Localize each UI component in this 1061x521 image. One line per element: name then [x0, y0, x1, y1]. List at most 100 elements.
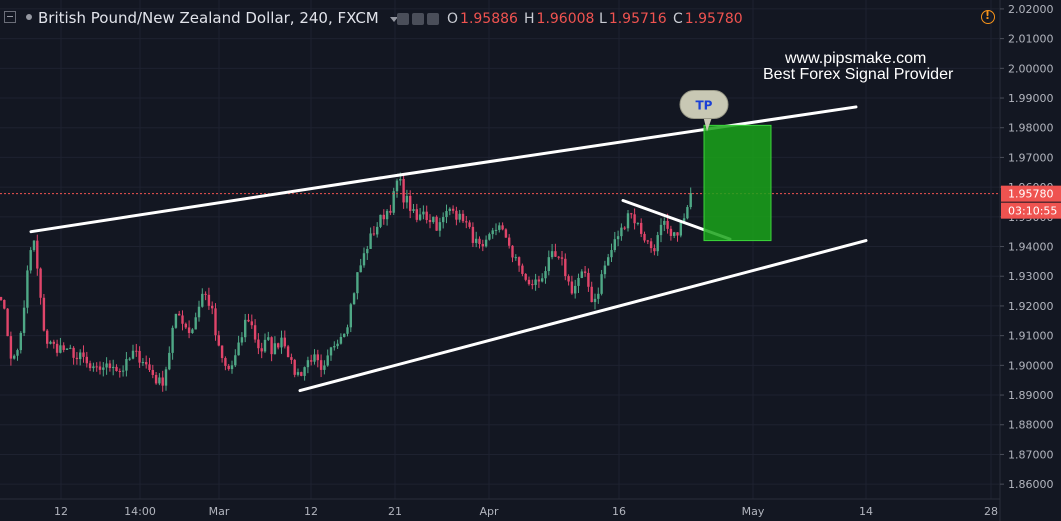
more-icon[interactable] — [427, 13, 439, 25]
candle-body — [392, 191, 395, 213]
eye-icon[interactable] — [397, 13, 409, 25]
candle-body — [273, 343, 277, 355]
candle-body — [448, 208, 451, 212]
candle-body — [52, 341, 55, 344]
candle-body — [673, 232, 676, 236]
candle-body — [372, 233, 376, 235]
trendline[interactable] — [29, 173, 400, 234]
candle-body — [201, 293, 204, 307]
candle-body — [42, 297, 46, 331]
candle-body — [19, 332, 22, 351]
candle-body — [65, 348, 69, 350]
x-tick-label: 14:00 — [124, 505, 156, 518]
candle-body — [214, 308, 217, 336]
candle-body — [148, 364, 151, 370]
candle-body — [399, 178, 402, 181]
candle-body — [247, 319, 250, 322]
candle-body — [26, 270, 29, 308]
y-tick-label: 1.89000 — [1008, 389, 1054, 402]
candle-body — [676, 232, 679, 236]
candle-body — [570, 281, 574, 294]
candle-body — [587, 272, 590, 287]
candle-body — [554, 251, 557, 257]
y-tick-label: 2.01000 — [1008, 33, 1054, 46]
candle-body — [557, 256, 560, 258]
candle-body — [537, 279, 541, 282]
candle-body — [161, 377, 164, 386]
time-axis[interactable]: 12 14:00 Mar 12 21 Apr 16 May 14 28 — [54, 505, 998, 518]
candle-body — [158, 377, 161, 384]
candle-body — [115, 366, 118, 372]
alert-icon[interactable] — [981, 9, 995, 24]
candle-body — [108, 363, 112, 369]
candle-body — [263, 339, 267, 352]
candle-body — [603, 265, 607, 275]
candle-body — [382, 214, 385, 220]
y-tick-label: 1.99000 — [1008, 92, 1054, 105]
candle-body — [501, 225, 504, 230]
ohlc-low: L 1.95716 — [599, 11, 667, 27]
price-axis[interactable]: 2.02000 2.01000 2.00000 1.99000 1.98000 1.970… — [1000, 3, 1054, 491]
status-dot-icon — [26, 14, 32, 20]
candle-body — [478, 238, 481, 245]
x-tick-label: 21 — [388, 505, 402, 518]
candle-body — [59, 345, 62, 353]
callout-bubble[interactable] — [679, 89, 729, 119]
candle-body — [306, 360, 310, 368]
drawings[interactable]: TP — [29, 89, 868, 393]
x-tick-label: 12 — [54, 505, 68, 518]
candle-body — [432, 216, 435, 223]
gear-icon[interactable] — [412, 13, 424, 25]
collapse-icon[interactable] — [4, 11, 16, 23]
candle-body — [435, 216, 438, 231]
candle-body — [69, 347, 72, 349]
x-tick-label: May — [742, 505, 765, 518]
candle-body — [260, 348, 263, 352]
candle-body — [517, 257, 521, 266]
take-profit-box[interactable] — [703, 124, 772, 242]
candle-body — [13, 355, 16, 359]
candle-body — [270, 337, 273, 355]
candle-body — [135, 350, 138, 352]
trendline[interactable] — [396, 105, 858, 177]
candle-body — [237, 342, 240, 356]
candle-body — [82, 352, 85, 357]
candle-body — [550, 251, 554, 258]
candle-body — [504, 229, 508, 238]
trendline[interactable] — [298, 239, 868, 393]
candle-body — [95, 366, 98, 368]
candle-body — [682, 218, 686, 223]
candle-body — [544, 271, 547, 279]
candle-body — [333, 346, 336, 348]
candle-body — [583, 271, 587, 273]
candle-body — [494, 229, 498, 231]
callout-label: TP — [696, 98, 713, 112]
y-tick-label: 1.92000 — [1008, 300, 1054, 313]
candle-body — [22, 307, 26, 333]
last-price-tag: 1.95780 03:10:55 — [1001, 185, 1061, 219]
candle-body — [663, 220, 666, 225]
candle-body — [194, 317, 197, 330]
candle-body — [178, 313, 181, 316]
candle-body — [616, 236, 620, 240]
candle-body — [610, 250, 613, 258]
candle-body — [465, 221, 468, 223]
candle-body — [283, 337, 286, 347]
candle-body — [6, 308, 9, 337]
candle-body — [620, 227, 623, 237]
candle-body — [75, 357, 79, 360]
candle-body — [323, 365, 326, 370]
symbol-title[interactable]: British Pound/New Zealand Dollar, 240, F… — [38, 9, 379, 27]
x-tick-label: Apr — [479, 505, 499, 518]
candle-body — [336, 343, 339, 347]
candle-body — [418, 214, 422, 220]
chevron-down-icon[interactable] — [390, 17, 398, 22]
candle-body — [32, 240, 36, 251]
candle-body — [409, 195, 412, 211]
candle-body — [16, 350, 19, 356]
candle-body — [405, 195, 409, 203]
y-tick-label: 1.87000 — [1008, 448, 1054, 461]
candle-body — [112, 366, 115, 369]
candle-body — [468, 222, 471, 227]
